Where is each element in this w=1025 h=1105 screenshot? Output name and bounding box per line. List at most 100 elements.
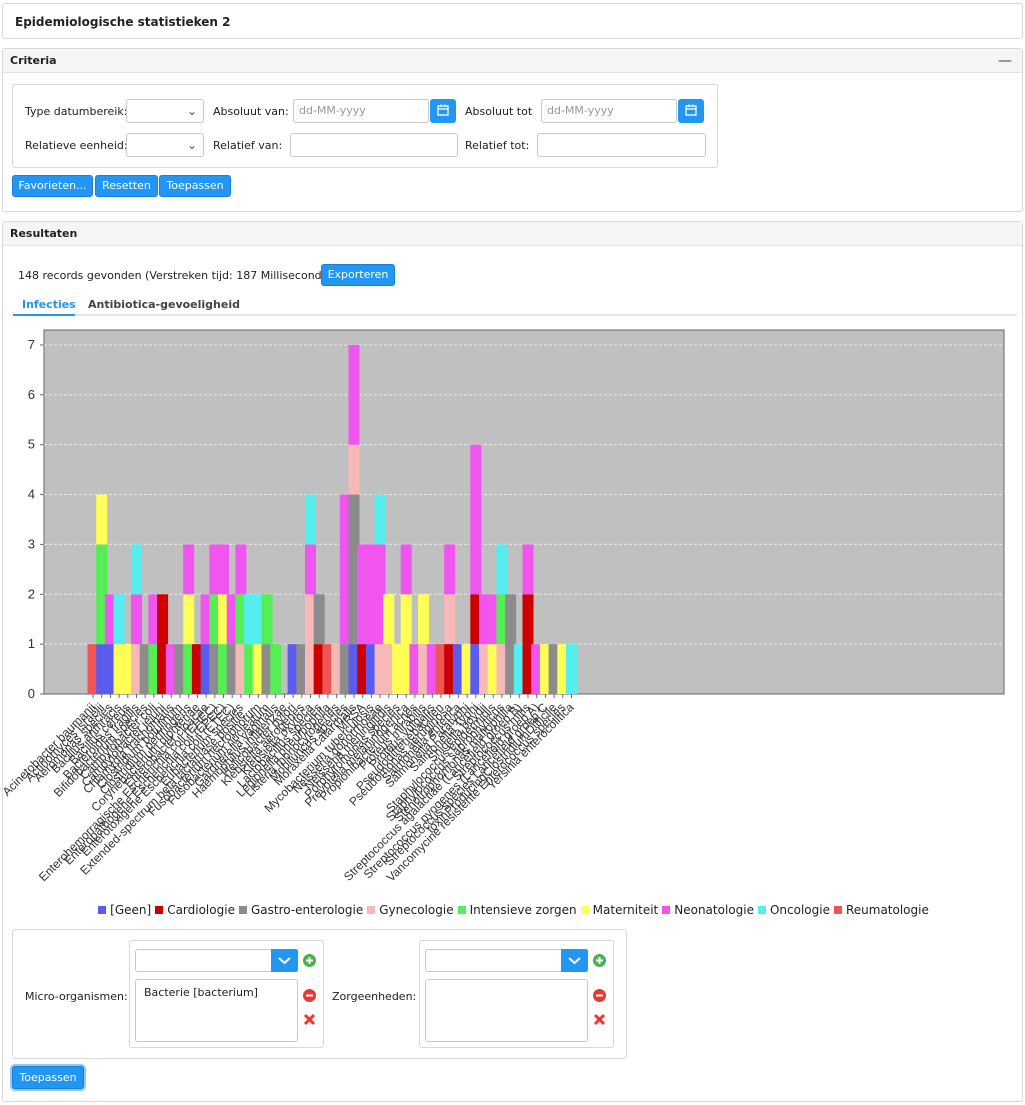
y-tick-label: 4 [28,487,35,502]
bar-segment [104,594,116,645]
bar-segment [252,644,264,694]
calendar-icon[interactable] [678,99,704,123]
bar-segment [513,644,525,694]
bar-segment [244,644,256,694]
bar-segment [148,644,160,694]
favorieten-button[interactable]: Favorieten... [12,175,93,197]
bar-segment [235,594,247,645]
bar-segment [296,644,308,694]
chart-legend: [Geen] Cardiologie Gastro-enterologie Gynec… [3,903,1024,917]
bar-segment [435,644,447,694]
bar-segment [226,644,238,694]
legend-item[interactable]: Cardiologie [155,903,235,917]
bar-segment [209,544,221,595]
clear-icon[interactable] [303,1013,316,1026]
chevron-down-icon[interactable] [271,949,298,972]
legend-item[interactable]: Oncologie [757,903,830,917]
legend-item[interactable]: Reumatologie [833,903,929,917]
results-title: Resultaten [10,227,78,240]
bar-segment [131,544,142,595]
y-tick-label: 1 [28,636,35,651]
bar-segment [191,644,203,694]
bar-segment [209,594,221,645]
tab-infecties[interactable]: Infecties [22,298,76,311]
bar-segment [131,644,142,694]
relatieve-eenheid-label: Relatieve eenheid: [25,139,128,152]
calendar-icon[interactable] [430,99,456,123]
type-datumbereik-select[interactable]: ⌄ [126,99,204,123]
bar-segment [531,644,543,694]
legend-label: Reumatologie [845,903,929,917]
bar-segment [383,594,395,645]
legend-item[interactable]: [Geen] [98,903,151,917]
toepassen-filter-button[interactable]: Toepassen [12,1066,84,1089]
legend-swatch [580,906,589,914]
bar-segment [470,594,482,645]
legend-swatch [457,906,466,914]
criteria-title: Criteria [10,54,57,67]
absoluut-tot-input[interactable]: dd-MM-yyyy [541,99,677,123]
resetten-button[interactable]: Resetten [95,175,158,197]
legend-label: Gastro-enterologie [250,903,364,917]
add-icon[interactable] [303,954,316,967]
absoluut-van-label: Absoluut van: [213,105,289,118]
legend-swatch [98,906,107,914]
bar-segment [566,644,577,694]
remove-icon[interactable] [593,989,606,1002]
micro-organismen-list[interactable]: Bacterie [bacterium] [135,979,298,1042]
bar-segment [496,594,508,645]
absoluut-van-input[interactable]: dd-MM-yyyy [293,99,429,123]
bar-segment [261,594,273,645]
bar-segment [200,594,212,645]
legend-label: Intensieve zorgen [469,903,577,917]
bar-segment [270,644,282,694]
absoluut-tot-label: Absoluut tot [465,105,533,118]
legend-label: Neonatologie [674,903,754,917]
bar-segment [287,644,299,694]
bar-segment [444,644,456,694]
relatieve-eenheid-select[interactable]: ⌄ [126,133,204,157]
bar-segment [348,344,360,445]
list-item[interactable]: Bacterie [bacterium] [144,986,258,999]
bar-segment [261,644,273,694]
bar-segment [183,594,195,645]
relatief-van-input[interactable] [290,133,458,157]
bar-segment [200,644,212,694]
bar-segment [235,644,247,694]
legend-label: Cardiologie [167,903,235,917]
legend-item[interactable]: Neonatologie [662,903,754,917]
legend-item[interactable]: Intensieve zorgen [457,903,577,917]
relatief-tot-input[interactable] [537,133,706,157]
y-tick-label: 6 [28,387,35,402]
chevron-down-icon[interactable] [561,949,588,972]
bar-segment [400,544,412,595]
bar-segment [218,644,229,694]
bar-segment [305,544,316,595]
exporteren-button[interactable]: Exporteren [321,264,395,286]
zorgeenheden-label: Zorgeenheden: [332,990,417,1003]
legend-item[interactable]: Materniteit [580,903,658,917]
legend-swatch [757,906,766,914]
tab-antibiotica-gevoeligheid[interactable]: Antibiotica-gevoeligheid [88,298,240,311]
collapse-icon[interactable]: — [998,53,1012,69]
bar-segment [548,644,560,694]
bar-segment [357,544,369,645]
bar-segment [157,594,169,694]
micro-organismen-label: Micro-organismen: [25,990,128,1003]
legend-item[interactable]: Gynecologie [367,903,454,917]
remove-icon[interactable] [303,989,316,1002]
toepassen-criteria-button[interactable]: Toepassen [159,175,231,197]
y-tick-label: 7 [28,337,35,352]
zorgeenheden-list[interactable] [425,979,588,1042]
bar-segment [244,594,256,645]
clear-icon[interactable] [593,1013,606,1026]
bar-segment [235,544,247,595]
add-icon[interactable] [593,954,606,967]
legend-item[interactable]: Gastro-enterologie [238,903,364,917]
bar-segment [470,444,482,595]
filter-box: Micro-organismen: Bacterie [bacterium] Z… [12,929,627,1059]
zorgeenheden-group [419,940,614,1048]
bar-segment [174,644,186,694]
bar-segment [444,594,456,645]
